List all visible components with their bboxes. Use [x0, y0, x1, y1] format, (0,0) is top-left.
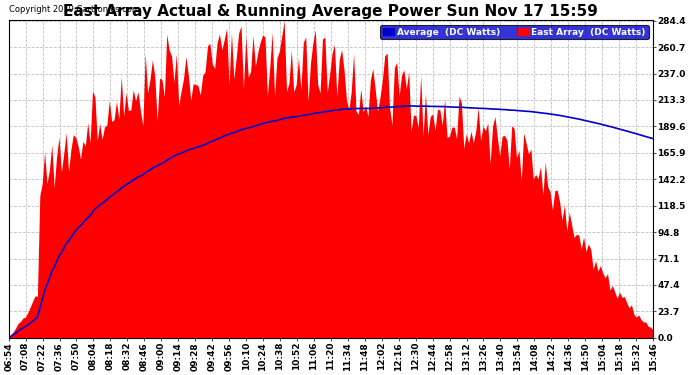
Text: Copyright 2019 Cartronics.com: Copyright 2019 Cartronics.com [9, 5, 139, 14]
Legend: Average  (DC Watts), East Array  (DC Watts): Average (DC Watts), East Array (DC Watts… [380, 25, 649, 39]
Title: East Array Actual & Running Average Power Sun Nov 17 15:59: East Array Actual & Running Average Powe… [63, 4, 598, 19]
